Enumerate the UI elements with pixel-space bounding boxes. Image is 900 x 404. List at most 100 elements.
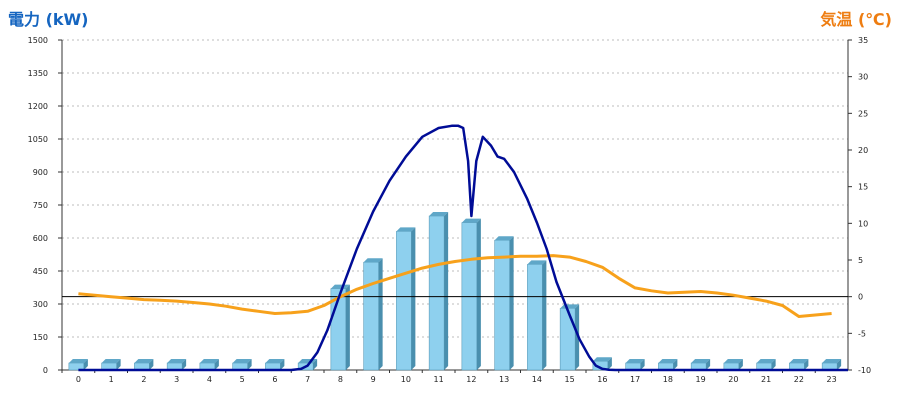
left-tick-label: 900 [33, 168, 48, 177]
x-tick-label: 23 [827, 375, 837, 384]
x-tick-label: 22 [794, 375, 804, 384]
bar-top-face [756, 359, 776, 363]
bar [428, 215, 445, 371]
bar-top-face [461, 218, 481, 223]
x-tick-label: 8 [338, 375, 343, 384]
right-tick-label: 10 [858, 219, 868, 228]
bar-side-face [378, 258, 383, 370]
left-tick-label: 600 [33, 234, 48, 243]
right-axis-title: 気温 (℃) [820, 10, 892, 29]
x-tick-label: 17 [630, 375, 640, 384]
bar-side-face [837, 359, 842, 370]
bar-side-face [771, 359, 776, 370]
bar-top-face [658, 359, 678, 363]
bar-side-face [214, 359, 219, 370]
bar-side-face [607, 357, 612, 370]
left-tick-label: 1050 [28, 135, 48, 144]
x-tick-label: 14 [532, 375, 542, 384]
bar-side-face [247, 359, 252, 370]
x-tick-label: 21 [761, 375, 771, 384]
left-tick-label: 150 [33, 333, 48, 342]
bar-side-face [149, 359, 154, 370]
right-tick-label: 35 [858, 36, 868, 45]
bar-side-face [509, 236, 514, 370]
x-tick-label: 15 [565, 375, 575, 384]
x-tick-label: 12 [466, 375, 476, 384]
bar-side-face [673, 359, 678, 370]
bar-side-face [345, 284, 350, 370]
bar-top-face [330, 284, 350, 289]
bar-top-face [363, 258, 383, 263]
x-tick-label: 9 [371, 375, 376, 384]
right-tick-label: 5 [858, 256, 863, 265]
x-tick-label: 6 [272, 375, 277, 384]
bar-side-face [83, 359, 88, 370]
bar-top-face [68, 359, 88, 363]
temperature-line [78, 254, 832, 318]
power-line [78, 124, 848, 372]
bar-side-face [640, 359, 645, 370]
left-tick-label: 300 [33, 300, 48, 309]
left-tick-label: 1350 [28, 69, 48, 78]
bar-top-face [167, 359, 187, 363]
bar-top-face [429, 212, 449, 216]
bar-top-face [527, 260, 547, 265]
bar-side-face [542, 260, 547, 370]
bar-side-face [575, 304, 580, 370]
right-tick-label: 15 [858, 183, 868, 192]
bar [559, 308, 576, 371]
bar [396, 231, 412, 371]
bar-top-face [822, 359, 842, 363]
bar [363, 261, 379, 371]
x-tick-label: 11 [434, 375, 444, 384]
bar-side-face [280, 359, 285, 370]
x-tick-label: 18 [663, 375, 673, 384]
x-tick-label: 0 [76, 375, 81, 384]
x-tick-label: 10 [401, 375, 411, 384]
bar-top-face [232, 359, 252, 363]
right-tick-label: -5 [858, 329, 866, 338]
bar-top-face [396, 227, 416, 232]
bar-top-face [134, 359, 154, 363]
right-tick-label: -10 [858, 366, 871, 375]
bar-side-face [313, 359, 318, 370]
bar-side-face [738, 359, 743, 370]
x-tick-label: 4 [207, 375, 212, 384]
bar-side-face [444, 212, 449, 370]
right-tick-label: 30 [858, 73, 868, 82]
left-tick-label: 1500 [28, 36, 48, 45]
x-tick-label: 13 [499, 375, 509, 384]
bar-side-face [706, 359, 711, 370]
bar-top-face [723, 359, 743, 363]
bar-top-face [494, 236, 514, 241]
x-tick-label: 5 [240, 375, 245, 384]
bar-top-face [625, 359, 645, 363]
right-tick-label: 0 [858, 293, 863, 302]
x-tick-label: 20 [728, 375, 738, 384]
bar-top-face [592, 357, 612, 362]
bar-side-face [182, 359, 187, 370]
x-tick-label: 1 [109, 375, 114, 384]
bar-side-face [804, 359, 809, 370]
x-tick-label: 7 [305, 375, 310, 384]
left-tick-label: 0 [43, 366, 48, 375]
left-axis-title: 電力 (kW) [8, 10, 89, 29]
x-tick-label: 2 [141, 375, 146, 384]
left-tick-label: 450 [33, 267, 48, 276]
x-tick-label: 3 [174, 375, 179, 384]
bar-side-face [476, 218, 481, 370]
bar-top-face [199, 359, 219, 363]
x-tick-label: 16 [597, 375, 607, 384]
bar-top-face [789, 359, 809, 363]
x-tick-label: 19 [696, 375, 706, 384]
bar-side-face [411, 227, 416, 370]
right-tick-label: 25 [858, 109, 868, 118]
bar-side-face [116, 359, 121, 370]
bar [527, 264, 543, 371]
right-tick-label: 20 [858, 146, 868, 155]
bar-top-face [265, 359, 285, 363]
left-tick-label: 750 [33, 201, 48, 210]
left-tick-label: 1200 [28, 102, 48, 111]
